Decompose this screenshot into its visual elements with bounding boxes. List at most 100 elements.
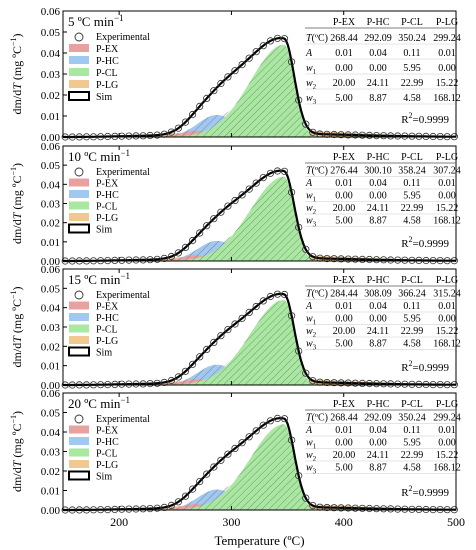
r2-label: R2=0.9999 [401, 235, 449, 250]
table-cell: 5.00 [335, 216, 353, 227]
legend-swatch [68, 223, 90, 234]
experimental-point [217, 332, 225, 340]
experimental-point [266, 417, 274, 425]
table-param: w1 [306, 438, 317, 451]
param-table: P-EX P-HC P-CL P-LG T(ºC) 276.44 300.10 358.24 3… [305, 152, 461, 229]
table-cell: 22.99 [401, 203, 424, 214]
x-tick-label: 300 [222, 515, 240, 529]
experimental-point [295, 96, 303, 104]
legend-marker [74, 414, 84, 424]
table-column-header: P-LG [436, 152, 458, 163]
experimental-point [330, 504, 338, 512]
experimental-point [386, 380, 395, 388]
experimental-point [231, 196, 239, 205]
table-cell: 4.58 [403, 339, 421, 350]
table-cell: 0.01 [438, 425, 456, 436]
table-cell: 0.04 [369, 301, 387, 312]
legend-item-experimental: Experimental [74, 32, 150, 43]
experimental-point [132, 380, 140, 388]
table-cell: 0.11 [403, 48, 420, 59]
experimental-point [302, 245, 310, 253]
experimental-point [386, 256, 395, 264]
legend-item-sim: Sim [68, 223, 112, 236]
experimental-point [252, 48, 260, 56]
experimental-point [224, 325, 232, 334]
legend-item-p-lg: P-LG [69, 80, 118, 91]
experimental-point [217, 456, 225, 464]
experimental-point [351, 379, 359, 387]
legend-label: Sim [96, 348, 112, 359]
experimental-point [309, 128, 317, 136]
y-tick-label: 0.00 [41, 256, 61, 268]
experimental-point [224, 73, 232, 81]
experimental-point [153, 379, 161, 387]
y-tick-label: 0.00 [41, 505, 61, 517]
experimental-point [196, 353, 204, 361]
panel-4: 0.00 0.01 0.02 0.03 0.04 0.05 0.06 dm/dT (mg ºC… [9, 388, 461, 517]
table-cell: 4.58 [403, 463, 421, 474]
experimental-point [125, 256, 133, 264]
table-column-header: P-CL [401, 399, 423, 410]
experimental-point [139, 380, 147, 388]
legend-label: P-EX [96, 426, 119, 437]
table-param: w2 [306, 78, 317, 91]
legend-label: Experimental [96, 32, 150, 43]
table-cell: 0.01 [335, 425, 353, 436]
experimental-point [210, 463, 218, 471]
experimental-point [337, 131, 345, 139]
experimental-point [365, 131, 373, 139]
experimental-point [337, 379, 345, 387]
legend-item-experimental: Experimental [74, 414, 150, 425]
table-cell: 366.24 [398, 289, 426, 300]
experimental-point [111, 380, 119, 388]
table-cell: 20.00 [333, 203, 356, 214]
table-cell: 0.01 [335, 48, 353, 59]
experimental-point [295, 223, 303, 231]
table-param: T(ºC) [306, 33, 328, 44]
experimental-point [408, 380, 416, 388]
experimental-point [415, 256, 423, 264]
table-param: w1 [306, 191, 317, 204]
y-tick-label: 0.06 [41, 388, 61, 400]
experimental-point [153, 131, 161, 139]
table-param: w2 [306, 450, 317, 463]
experimental-point [245, 308, 253, 316]
experimental-point [323, 503, 331, 512]
experimental-point [238, 191, 246, 199]
experimental-point [351, 255, 359, 263]
experimental-point [401, 505, 409, 513]
table-cell: 0.00 [335, 438, 353, 449]
table-cell: 168.12 [433, 339, 461, 350]
table-param: w1 [306, 63, 317, 76]
experimental-point [125, 505, 133, 513]
table-cell: 0.04 [369, 48, 387, 59]
table-cell: 0.11 [403, 301, 420, 312]
experimental-point [365, 255, 373, 264]
experimental-point [174, 249, 182, 257]
legend-label: P-EX [96, 302, 119, 313]
table-cell: 307.24 [433, 166, 461, 177]
table-cell: 0.01 [438, 48, 456, 59]
experimental-point [245, 433, 253, 441]
table-column-header: P-EX [333, 17, 356, 28]
experimental-point [132, 505, 140, 513]
experimental-point [309, 501, 317, 510]
experimental-point [238, 60, 246, 69]
table-param: T(ºC) [306, 289, 328, 300]
experimental-point [238, 314, 246, 322]
table-cell: 22.99 [401, 326, 424, 337]
experimental-point [118, 132, 126, 140]
y-tick-label: 0.00 [41, 132, 61, 144]
experimental-point [174, 373, 182, 381]
experimental-point [146, 131, 154, 140]
y-axis-label: dm/dT (mg ºC−1) [9, 163, 24, 244]
r2-label: R2=0.9999 [401, 484, 449, 499]
experimental-point [309, 253, 317, 261]
experimental-point [238, 439, 246, 447]
table-column-header: P-HC [367, 17, 390, 28]
experimental-point [408, 505, 416, 513]
heating-rate-label: 15 ºC min−1 [68, 271, 130, 287]
experimental-point [330, 255, 338, 263]
experimental-point [280, 290, 289, 299]
